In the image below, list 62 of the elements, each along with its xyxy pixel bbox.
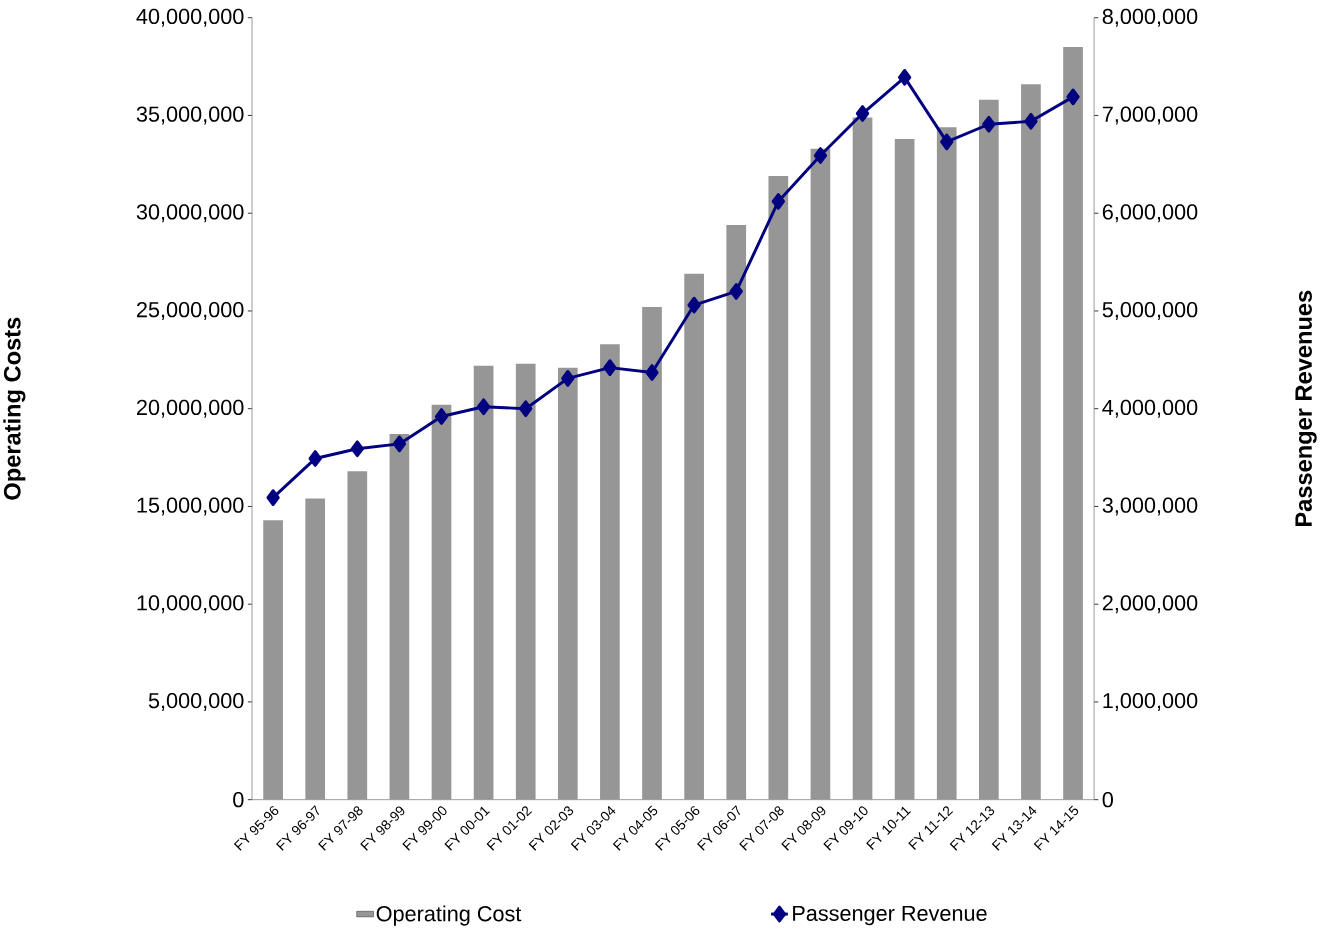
bar [978, 99, 999, 800]
bar [263, 519, 283, 800]
bar [936, 126, 957, 800]
y2-tick-label: 0 [1102, 791, 1113, 808]
point [1024, 112, 1038, 130]
bar [389, 433, 410, 800]
y-tick-label: 30,000,000 [136, 204, 244, 222]
bar [431, 404, 452, 800]
bar [852, 117, 873, 800]
y-tick-label: 20,000,000 [137, 399, 244, 418]
point [940, 133, 954, 150]
y-tick-label: 15,000,000 [137, 497, 244, 516]
point [519, 400, 533, 417]
point [434, 407, 449, 425]
y2-tick-label: 4,000,000 [1102, 399, 1198, 418]
y-axis-title: Operating Costs [3, 317, 26, 500]
point [308, 449, 322, 467]
point [729, 282, 743, 300]
y-tick-label: 40,000,000 [136, 8, 244, 27]
bar [1021, 83, 1041, 800]
point [561, 369, 575, 387]
point [645, 363, 659, 381]
y-tick-label: 35,000,000 [136, 106, 244, 125]
y2-tick-label: 1,000,000 [1103, 692, 1198, 711]
point [350, 440, 364, 457]
point [476, 398, 491, 415]
y2-tick-label: 7,000,000 [1102, 106, 1198, 125]
bar [305, 498, 326, 800]
y-tick-label: 25,000,000 [137, 301, 244, 320]
point [771, 192, 785, 210]
y2-tick-label: 5,000,000 [1102, 301, 1198, 320]
bar [473, 365, 494, 800]
y2-tick-label: 3,000,000 [1102, 497, 1198, 516]
point [687, 296, 701, 314]
y2-tick-label: 8,000,000 [1102, 8, 1198, 27]
point [1066, 88, 1080, 106]
y-tick-label: 10,000,000 [137, 595, 244, 613]
legend-label: Passenger Revenue [793, 905, 987, 926]
point [813, 146, 828, 164]
point [603, 359, 617, 376]
y2-tick-label: 6,000,000 [1102, 204, 1198, 222]
y2-axis-title: Passenger Revenues [1295, 290, 1317, 526]
bar [557, 367, 578, 800]
bar [684, 273, 704, 800]
point [855, 104, 870, 122]
bar [810, 148, 831, 800]
y-tick-label: 5,000,000 [148, 692, 244, 711]
bar [600, 343, 620, 800]
y-tick-label: 0 [233, 791, 244, 808]
point [982, 115, 996, 133]
point [392, 435, 407, 453]
y2-tick-label: 2,000,000 [1102, 595, 1198, 613]
bar [768, 175, 789, 800]
point [266, 489, 280, 506]
bar [894, 138, 915, 800]
bar [726, 224, 747, 800]
bar [515, 363, 536, 800]
bar [642, 306, 662, 800]
bar [347, 471, 368, 800]
legend-label: Operating Cost [376, 905, 522, 926]
bar [1063, 46, 1083, 800]
point [897, 68, 912, 86]
